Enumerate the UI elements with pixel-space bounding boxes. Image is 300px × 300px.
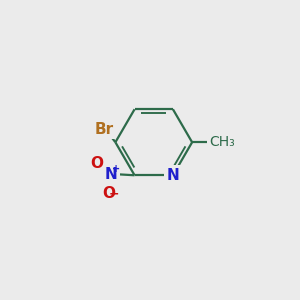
Text: CH₃: CH₃ bbox=[210, 135, 235, 149]
Text: +: + bbox=[112, 164, 120, 175]
Text: Br: Br bbox=[94, 122, 113, 137]
Text: O: O bbox=[90, 156, 104, 171]
Text: −: − bbox=[109, 188, 119, 201]
Text: N: N bbox=[105, 167, 118, 182]
Text: N: N bbox=[167, 168, 179, 183]
Text: O: O bbox=[103, 186, 116, 201]
